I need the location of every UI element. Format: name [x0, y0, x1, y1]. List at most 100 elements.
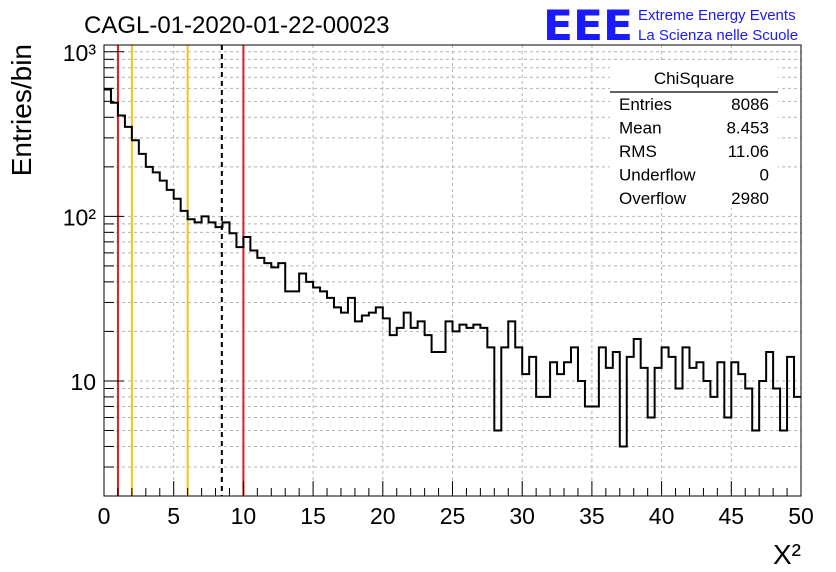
histogram-bin	[139, 154, 146, 496]
stats-box-title: ChiSquare	[654, 69, 734, 88]
histogram-bin	[174, 199, 181, 496]
histogram-bin	[446, 321, 453, 496]
histogram-bin	[411, 328, 418, 496]
stats-value: 2980	[731, 189, 769, 208]
histogram-bin	[285, 291, 292, 496]
histogram-bin	[362, 315, 369, 496]
histogram-bin	[327, 298, 334, 496]
histogram-bin	[153, 172, 160, 496]
histogram-bin	[313, 287, 320, 496]
histogram-bin	[320, 291, 327, 496]
histogram-bin	[299, 273, 306, 496]
histogram-bin	[752, 431, 759, 496]
histogram-bin	[355, 321, 362, 496]
histogram-bin	[683, 347, 690, 496]
histogram-bin	[250, 251, 257, 496]
histogram-bin	[794, 397, 801, 496]
histogram-bin	[550, 362, 557, 496]
histogram-bin	[181, 211, 188, 496]
histogram-bin	[125, 127, 132, 496]
eee-logo-text: EEE	[543, 1, 633, 50]
histogram-bin	[132, 140, 139, 496]
histogram-bin	[243, 237, 250, 496]
histogram-bin	[536, 397, 543, 496]
histogram-bin	[745, 388, 752, 496]
histogram-bin	[404, 313, 411, 496]
histogram-bin	[216, 227, 223, 496]
x-tick-label: 40	[649, 503, 675, 529]
histogram-bin	[592, 406, 599, 496]
histogram-bin	[696, 362, 703, 496]
histogram-bin	[459, 325, 466, 496]
y-tick-label: 10²	[63, 204, 97, 230]
histogram-bin	[766, 352, 773, 496]
histogram-bin	[111, 103, 118, 496]
histogram-bin	[257, 258, 264, 496]
histogram-series	[104, 88, 801, 448]
histogram-bin	[529, 357, 536, 496]
histogram-bin	[501, 347, 508, 496]
x-tick-label: 35	[579, 503, 605, 529]
x-tick-label: 5	[167, 503, 180, 529]
y-tick-labels: 10 10² 10³	[63, 40, 97, 395]
histogram-bin	[759, 381, 766, 496]
histogram-bin	[376, 307, 383, 496]
histogram-bin	[229, 233, 236, 496]
histogram-bin	[662, 347, 669, 496]
histogram-bin	[118, 116, 125, 496]
histogram-bin	[104, 90, 111, 496]
eee-logo: EEE Extreme Energy Events La Scienza nel…	[543, 1, 798, 50]
x-tick-label: 45	[719, 503, 745, 529]
histogram-bin	[773, 388, 780, 496]
axis-ticks	[103, 51, 802, 497]
histogram-bin	[487, 347, 494, 496]
histogram-bin	[738, 374, 745, 496]
histogram-bin	[209, 222, 216, 496]
histogram-bin	[480, 328, 487, 496]
histogram-bin	[578, 381, 585, 496]
histogram-bin	[494, 431, 501, 496]
histogram-bin	[669, 357, 676, 496]
histogram-bin	[543, 397, 550, 496]
histogram-bin	[418, 321, 425, 496]
histogram-bin	[264, 263, 271, 496]
x-tick-label: 50	[788, 503, 814, 529]
stats-label: Entries	[619, 95, 672, 114]
histogram-bin	[334, 307, 341, 496]
histogram-bin	[167, 190, 174, 496]
histogram-bin	[202, 216, 209, 496]
histogram-bin	[453, 331, 460, 496]
x-tick-label: 20	[370, 503, 396, 529]
histogram-bin	[160, 181, 167, 496]
histogram-bin	[466, 328, 473, 496]
histogram-bin	[390, 335, 397, 496]
x-tick-labels: 0 5 10 15 20 25 30 35 40 45 50	[98, 503, 814, 529]
histogram-bin	[432, 352, 439, 496]
stats-box: ChiSquare Entries 8086 Mean 8.453 RMS 11.06 Un…	[610, 63, 778, 208]
histogram-bin	[522, 374, 529, 496]
y-tick-label: 10³	[63, 40, 97, 66]
histogram-bin	[627, 357, 634, 496]
histogram-bin	[731, 362, 738, 496]
grid-lines	[104, 45, 801, 496]
histogram-bin	[278, 263, 285, 496]
histogram-bin	[425, 335, 432, 496]
histogram-bin	[724, 417, 731, 496]
brand-line-1: Extreme Energy Events	[638, 7, 796, 24]
histogram-bin	[188, 219, 195, 496]
stats-label: Overflow	[619, 189, 687, 208]
histogram-bin	[515, 347, 522, 496]
stats-value: 11.06	[728, 142, 769, 161]
stats-label: Underflow	[619, 166, 696, 185]
histogram-bin	[292, 291, 299, 496]
histogram-bin	[620, 446, 627, 496]
stats-label: Mean	[619, 119, 662, 138]
histogram-bin	[585, 406, 592, 496]
histogram-bin	[613, 352, 620, 496]
histogram-bin	[703, 381, 710, 496]
stats-value: 8086	[731, 95, 769, 114]
histogram-bin	[710, 397, 717, 496]
stats-box-background	[610, 63, 778, 208]
histogram-bin	[564, 362, 571, 496]
